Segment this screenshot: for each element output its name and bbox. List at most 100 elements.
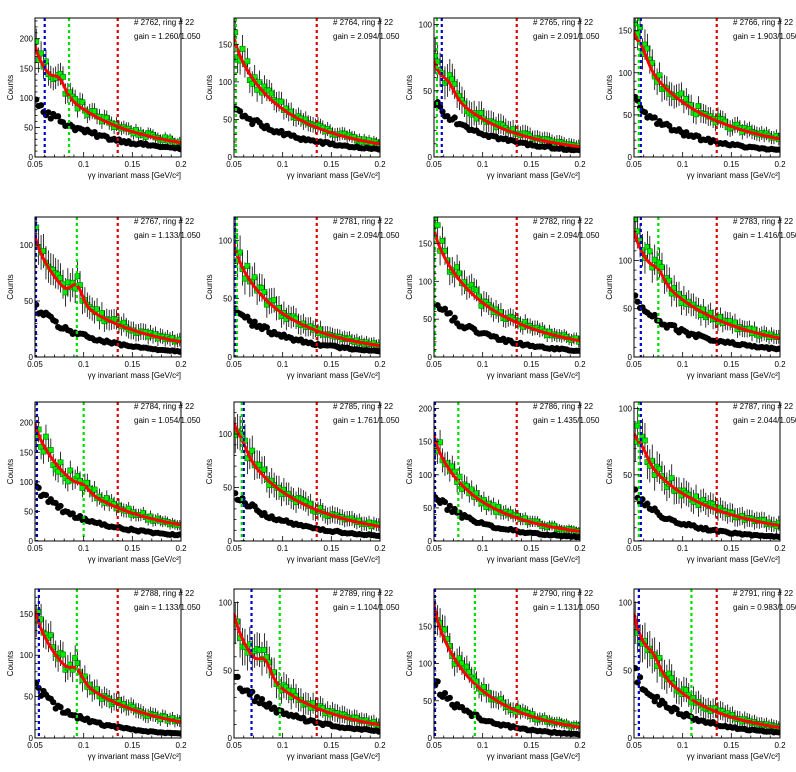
- plot-frame: [433, 17, 581, 158]
- gain-label: gain = 1.133/1.050: [134, 603, 201, 612]
- background-point: [441, 690, 449, 697]
- y-tick-label: 100: [20, 94, 34, 103]
- y-tick-label: 50: [223, 295, 232, 304]
- fit-curve: [434, 604, 580, 729]
- y-tick-label: 0: [228, 153, 233, 162]
- plot-area: [234, 589, 380, 738]
- signal-point: [60, 73, 66, 80]
- signal-point: [91, 486, 98, 493]
- background-point: [451, 314, 458, 321]
- signal-point: [251, 274, 258, 281]
- background-point: [375, 532, 380, 539]
- y-tick-label: 0: [228, 734, 233, 743]
- x-tick-label: 0.1: [477, 160, 489, 169]
- x-tick-label: 0.05: [626, 360, 642, 369]
- y-tick-label: 100: [619, 405, 633, 414]
- background-point: [258, 695, 266, 703]
- gain-label: gain = 1.131/1.050: [533, 603, 600, 612]
- signal-point: [473, 287, 480, 294]
- run-label: # 2787, ring # 22: [733, 402, 794, 411]
- y-tick-label: 50: [223, 115, 232, 124]
- y-tick-label: 50: [223, 484, 232, 493]
- signal-point: [456, 473, 463, 480]
- x-tick-label: 0.2: [374, 544, 386, 553]
- plot-frame: [433, 216, 581, 358]
- signal-point: [43, 58, 49, 65]
- run-label: # 2762, ring # 22: [134, 18, 195, 27]
- run-label: # 2789, ring # 22: [333, 589, 394, 598]
- gain-label: gain = 0.983/1.050: [733, 603, 796, 612]
- plot-area: [234, 402, 380, 541]
- x-tick-label: 0.2: [774, 160, 786, 169]
- x-axis-title: γγ invariant mass [GeV/c²]: [287, 371, 380, 380]
- panel: 0.05 0.1 0.15 0.2 0 50 100 150 γγ invariant mass…: [6, 588, 201, 761]
- background-point: [176, 348, 181, 355]
- background-point: [375, 146, 380, 153]
- y-axis-title: Counts: [205, 75, 214, 100]
- background-point: [52, 499, 59, 507]
- fit-curve: [634, 612, 780, 729]
- x-tick-label: 0.05: [426, 360, 442, 369]
- x-tick-label: 0.05: [626, 741, 642, 750]
- background-point: [35, 96, 40, 103]
- plot-frame: [633, 588, 781, 739]
- run-label: # 2786, ring # 22: [533, 402, 594, 411]
- y-tick-label: 50: [24, 297, 33, 306]
- x-tick-label: 0.05: [426, 544, 442, 553]
- background-point: [775, 533, 780, 540]
- background-point: [651, 114, 658, 121]
- x-tick-label: 0.1: [78, 160, 90, 169]
- signal-point: [651, 256, 658, 263]
- x-axis-title: γγ invariant mass [GeV/c²]: [487, 371, 580, 380]
- y-tick-label: 150: [20, 610, 34, 619]
- y-axis-title: Counts: [405, 75, 414, 100]
- background-point: [176, 730, 181, 737]
- x-axis-title: γγ invariant mass [GeV/c²]: [687, 171, 780, 180]
- panel: 0.05 0.1 0.15 0.2 0 50 100 150 γγ invariant mass…: [405, 216, 600, 380]
- y-axis-title: Counts: [405, 651, 414, 676]
- run-label: # 2788, ring # 22: [134, 589, 195, 598]
- panel: 0.05 0.1 0.15 0.2 0 50 100 γγ invariant mass [G…: [205, 216, 400, 380]
- plot-frame: [433, 401, 581, 542]
- run-label: # 2791, ring # 22: [733, 589, 794, 598]
- background-point: [234, 673, 241, 680]
- y-axis-title: Counts: [405, 274, 414, 299]
- run-label: # 2783, ring # 22: [733, 217, 794, 226]
- x-tick-label: 0.15: [724, 544, 740, 553]
- panel: 0.05 0.1 0.15 0.2 0 50 100 γγ invariant mass [G…: [6, 216, 201, 380]
- y-tick-label: 200: [20, 35, 34, 44]
- signal-point: [644, 45, 651, 52]
- panel: 0.05 0.1 0.15 0.2 0 50 100 γγ invariant mass [G…: [605, 588, 796, 761]
- x-tick-label: 0.1: [477, 741, 489, 750]
- signal-point: [456, 270, 463, 277]
- background-point: [775, 729, 780, 736]
- background-point: [673, 706, 680, 713]
- y-tick-label: 50: [623, 471, 632, 480]
- plot-frame: [34, 17, 182, 158]
- panel: 0.05 0.1 0.15 0.2 0 50 100 150 γγ invariant mass…: [205, 17, 400, 180]
- x-tick-label: 0.2: [774, 741, 786, 750]
- fit-curve: [35, 44, 181, 145]
- y-tick-label: 50: [423, 697, 432, 706]
- x-axis-title: γγ invariant mass [GeV/c²]: [88, 171, 181, 180]
- x-tick-label: 0.05: [426, 741, 442, 750]
- y-tick-label: 100: [219, 599, 233, 608]
- x-tick-label: 0.2: [774, 360, 786, 369]
- background-point: [246, 317, 253, 325]
- x-tick-label: 0.2: [374, 160, 386, 169]
- x-tick-label: 0.15: [524, 544, 540, 553]
- signal-point: [261, 647, 268, 653]
- y-tick-label: 0: [428, 153, 433, 162]
- x-tick-label: 0.15: [524, 360, 540, 369]
- plot-frame: [233, 588, 381, 739]
- background-point: [644, 500, 651, 507]
- y-tick-label: 100: [219, 236, 233, 245]
- x-tick-label: 0.05: [626, 544, 642, 553]
- signal-point: [244, 263, 251, 269]
- x-tick-label: 0.05: [226, 160, 242, 169]
- y-axis-title: Counts: [6, 75, 15, 100]
- y-tick-label: 50: [24, 507, 33, 516]
- plot-frame: [233, 17, 381, 158]
- y-tick-label: 100: [619, 599, 633, 608]
